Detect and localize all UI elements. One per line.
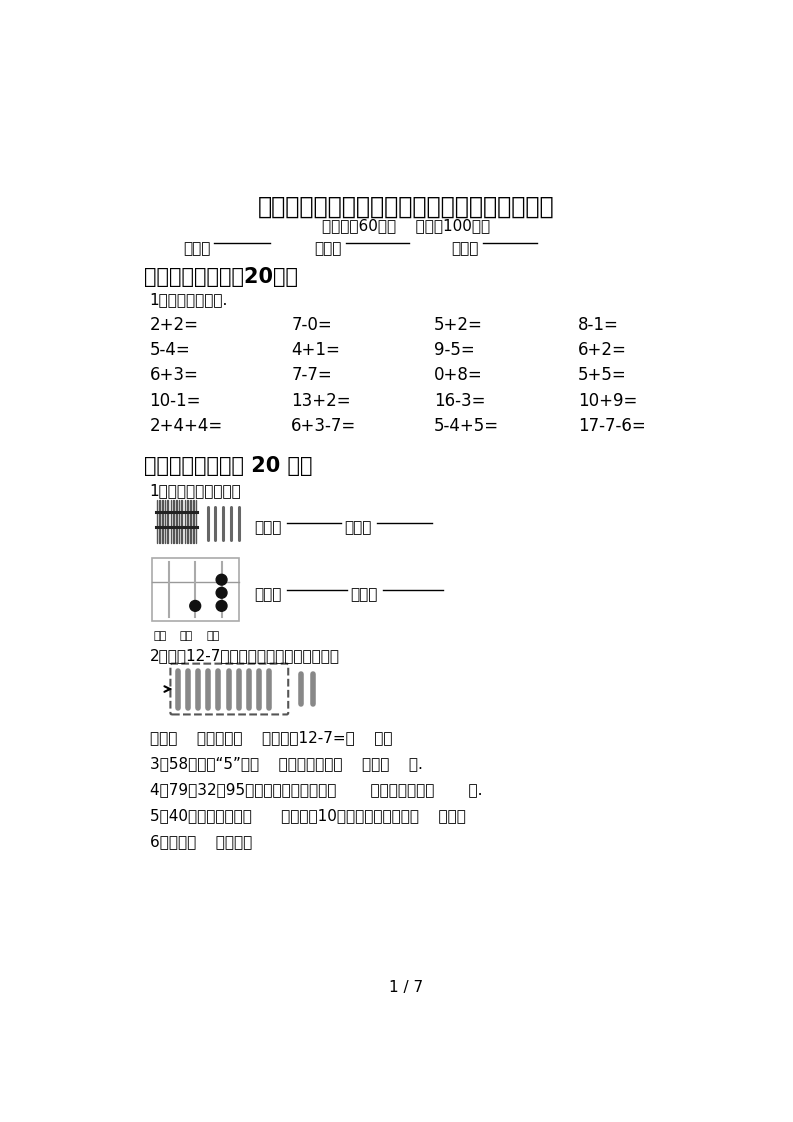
Text: 17-7-6=: 17-7-6= [578,417,646,435]
Text: 个位: 个位 [206,631,220,641]
Text: 班级：: 班级： [183,241,210,256]
Text: 7-0=: 7-0= [291,315,332,333]
Text: （时间：60分钟    分数：100分）: （时间：60分钟 分数：100分） [322,218,490,232]
Text: 5-4+5=: 5-4+5= [434,417,499,435]
Text: 姓名：: 姓名： [315,241,342,256]
Text: 13+2=: 13+2= [291,392,351,410]
Text: 6+3-7=: 6+3-7= [291,417,357,435]
Text: 5、40个苹果，共有（      ）个十，10个装一袋，可以装（    ）袋。: 5、40个苹果，共有（ ）个十，10个装一袋，可以装（ ）袋。 [150,808,465,824]
Text: 读作：: 读作： [254,521,282,535]
Text: 5+5=: 5+5= [578,367,626,385]
Text: 3、58里面的“5”在（    ）位上，表示（    ）个（    ）.: 3、58里面的“5”在（ ）位上，表示（ ）个（ ）. [150,756,423,771]
Text: 4、79、32、95三个数中，最大的是（       ），最小的是（       ）.: 4、79、32、95三个数中，最大的是（ ），最小的是（ ）. [150,782,482,798]
Text: 9-5=: 9-5= [434,341,475,359]
Circle shape [190,600,201,611]
Circle shape [216,588,227,598]
Text: 2+4+4=: 2+4+4= [150,417,223,435]
Text: 一、计算小能手（20分）: 一、计算小能手（20分） [144,267,298,287]
Text: 8-1=: 8-1= [578,315,619,333]
Text: 百位: 百位 [153,631,167,641]
Text: 0+8=: 0+8= [434,367,483,385]
Text: 1、直接写出得数.: 1、直接写出得数. [150,292,228,306]
Text: 5-4=: 5-4= [150,341,190,359]
Text: 分数：: 分数： [452,241,479,256]
Text: 10-1=: 10-1= [150,392,201,410]
Text: 1、我会读，我会写。: 1、我会读，我会写。 [150,484,241,498]
Text: 7-7=: 7-7= [291,367,332,385]
Text: 10+9=: 10+9= [578,392,638,410]
Text: 16-3=: 16-3= [434,392,485,410]
Text: 读作：: 读作： [254,588,282,603]
Bar [151,558,239,622]
Text: 先算（    ），再算（    ），所以12-7=（    ）。: 先算（ ），再算（ ），所以12-7=（ ）。 [150,729,392,745]
Text: 二、填空题。（共 20 分）: 二、填空题。（共 20 分） [144,457,312,477]
Text: 十位: 十位 [180,631,193,641]
Text: 6+2=: 6+2= [578,341,627,359]
Text: 6+3=: 6+3= [150,367,198,385]
Circle shape [216,574,227,585]
Text: 2、计算12-7时，笑笑摘出了这样的小棒：: 2、计算12-7时，笑笑摘出了这样的小棒： [150,649,339,663]
Text: 5+2=: 5+2= [434,315,483,333]
Text: 写作：: 写作： [351,588,377,603]
Text: 部编人教版一年级数学下册期末考试卷（下载）: 部编人教版一年级数学下册期末考试卷（下载） [258,195,554,219]
Text: 写作：: 写作： [344,521,371,535]
Text: 2+2=: 2+2= [150,315,198,333]
Text: 1 / 7: 1 / 7 [389,981,423,995]
Text: 4+1=: 4+1= [291,341,340,359]
Text: 6、缺了（    ）块砖。: 6、缺了（ ）块砖。 [150,835,251,849]
Circle shape [216,600,227,611]
